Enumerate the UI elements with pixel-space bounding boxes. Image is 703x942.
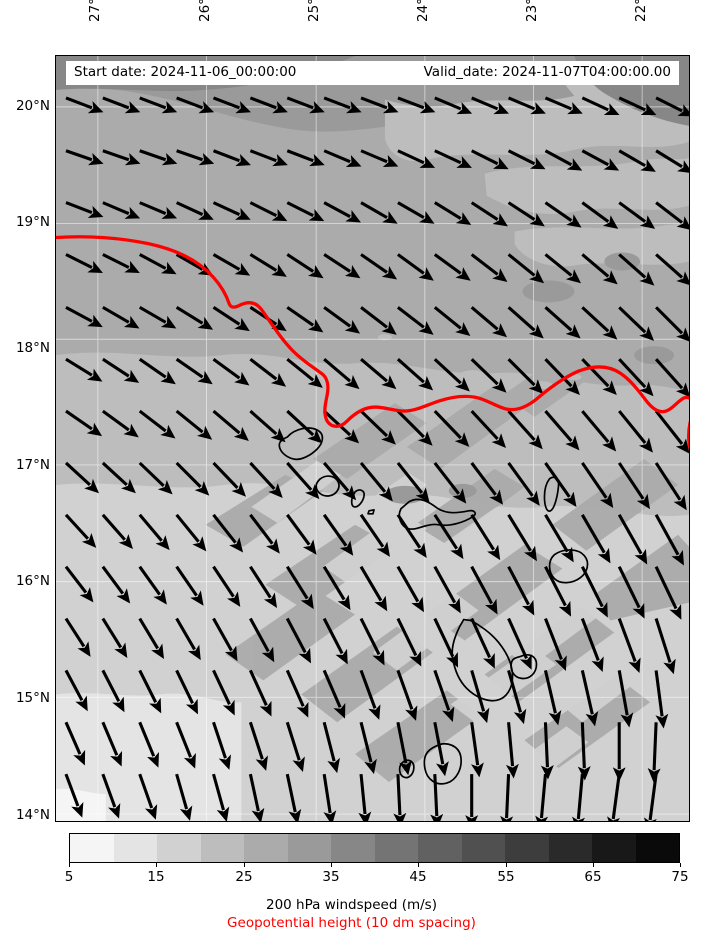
colorbar-tick-label-0: 5 xyxy=(64,869,74,885)
colorbar-caption-geopotential: Geopotential height (10 dm spacing) xyxy=(227,915,476,931)
wind-vector-field xyxy=(64,96,689,821)
colorbar-tickmark-7 xyxy=(680,863,681,867)
date-info-banner: Start date: 2024-11-06_00:00:00 Valid_da… xyxy=(66,61,679,85)
colorbar-tick-label-6: 65 xyxy=(584,869,602,885)
ytick-label-6: 14°N xyxy=(15,807,50,823)
ytick-label-4: 16°N xyxy=(15,573,50,589)
windspeed-shading xyxy=(56,56,689,821)
map-svg xyxy=(56,56,689,821)
colorbar-tickmark-0 xyxy=(69,863,70,867)
windspeed-colorbar[interactable] xyxy=(69,833,680,863)
colorbar-swatch-6 xyxy=(331,834,375,862)
colorbar-tickmark-3 xyxy=(331,863,332,867)
valid-date-label: Valid_date: 2024-11-07T04:00:00.00 xyxy=(423,64,671,81)
colorbar-tick-label-7: 75 xyxy=(671,869,689,885)
colorbar-tickmark-5 xyxy=(506,863,507,867)
colorbar-tick-label-5: 55 xyxy=(497,869,515,885)
colorbar-tick-label-1: 15 xyxy=(147,869,165,885)
map-plot-area[interactable] xyxy=(55,55,690,822)
colorbar-swatch-4 xyxy=(244,834,288,862)
xtick-label-3: 24°W xyxy=(415,0,431,22)
colorbar-swatch-11 xyxy=(548,834,592,862)
colorbar-swatch-9 xyxy=(461,834,505,862)
geopotential-height-contour xyxy=(56,235,689,450)
colorbar-tick-label-2: 25 xyxy=(235,869,253,885)
xtick-label-0: 27°W xyxy=(87,0,103,22)
colorbar-tick-label-4: 45 xyxy=(409,869,427,885)
colorbar-swatch-2 xyxy=(157,834,201,862)
colorbar-swatch-3 xyxy=(200,834,244,862)
colorbar-swatch-13 xyxy=(635,834,679,862)
colorbar-swatch-5 xyxy=(287,834,331,862)
colorbar-tickmark-1 xyxy=(156,863,157,867)
colorbar-swatch-0 xyxy=(70,834,114,862)
colorbar-tickmark-6 xyxy=(593,863,594,867)
colorbar-tickmark-4 xyxy=(418,863,419,867)
xtick-label-4: 23°W xyxy=(524,0,540,22)
xtick-label-5: 22°W xyxy=(633,0,649,22)
start-date-label: Start date: 2024-11-06_00:00:00 xyxy=(74,64,297,81)
ytick-label-3: 17°N xyxy=(15,457,50,473)
colorbar-swatch-8 xyxy=(418,834,462,862)
ytick-label-2: 18°N xyxy=(15,340,50,356)
colorbar-swatch-7 xyxy=(374,834,418,862)
colorbar-swatch-12 xyxy=(592,834,636,862)
ytick-label-1: 19°N xyxy=(15,214,50,230)
ytick-label-5: 15°N xyxy=(15,690,50,706)
colorbar-caption-windspeed: 200 hPa windspeed (m/s) xyxy=(266,897,437,913)
ytick-label-0: 20°N xyxy=(15,98,50,114)
colorbar-swatch-1 xyxy=(113,834,157,862)
colorbar-tick-label-3: 35 xyxy=(322,869,340,885)
colorbar-swatch-10 xyxy=(505,834,549,862)
xtick-label-2: 25°W xyxy=(306,0,322,22)
xtick-label-1: 26°W xyxy=(197,0,213,22)
colorbar-tickmark-2 xyxy=(244,863,245,867)
